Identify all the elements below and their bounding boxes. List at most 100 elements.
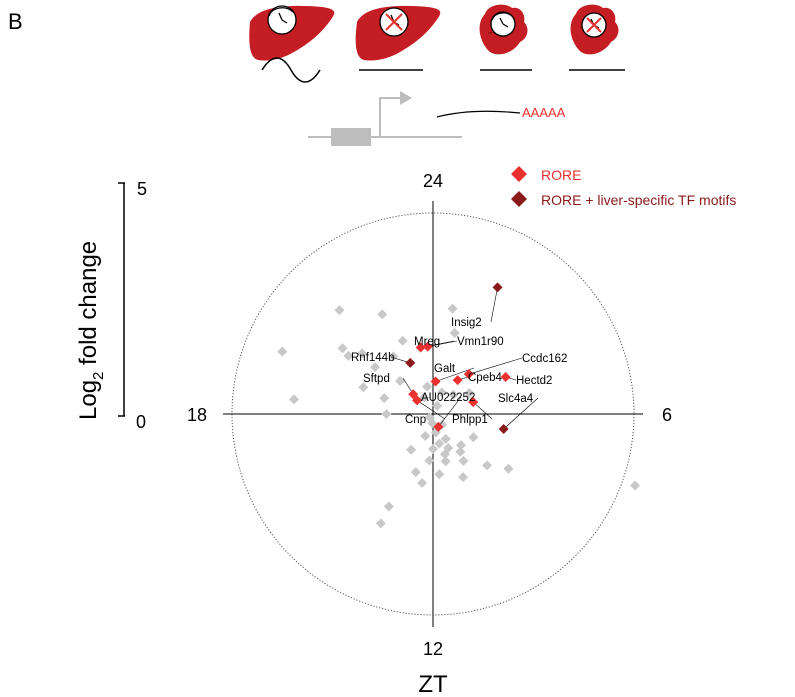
data-point-other-45 (443, 443, 454, 454)
radial-tick-min: 0 (136, 412, 146, 432)
data-point-other-39 (383, 501, 394, 512)
gene-label-phlpp1: Phlpp1 (452, 414, 488, 426)
leader-line-ccdc162 (468, 357, 523, 375)
data-point-vmn1r90 (422, 341, 433, 352)
data-point-cpeb4 (452, 375, 463, 386)
zt-tick-12: 12 (423, 639, 443, 659)
liver-clock-intact-icon (249, 5, 335, 61)
points-other-genes (277, 303, 641, 529)
gene-label-mreg: Mreg (414, 336, 440, 348)
data-point-other-9 (395, 376, 406, 387)
data-point-ccdc162 (463, 369, 474, 380)
panel-label: B (8, 9, 23, 34)
data-point-other-30 (456, 440, 467, 451)
gene-label-sftpd: Sftpd (363, 373, 390, 385)
data-point-other-15 (370, 362, 381, 373)
gene-label-galt: Galt (434, 363, 456, 375)
data-point-other-29 (428, 443, 438, 454)
radial-tick-max: 5 (137, 179, 147, 199)
data-point-other-18 (448, 389, 459, 400)
data-point-other-5 (337, 343, 348, 354)
gene-label-ccdc162: Ccdc162 (522, 353, 567, 365)
leader-line-insig2 (490, 287, 498, 323)
legend-marker-rore-liver (511, 191, 527, 207)
data-point-other-44 (468, 432, 479, 443)
radial-axis-label: Log2 fold change (75, 241, 107, 420)
leader-line-phlpp1 (473, 401, 493, 420)
rhythmic-sine-wave (261, 57, 321, 83)
leader-line-cnp (416, 400, 446, 420)
points-highlighted-genes (405, 282, 511, 435)
radial-scale-bar: 5 0 Log2 fold change (75, 179, 147, 432)
leader-line-slc4a4 (503, 397, 539, 430)
gene-label-hectd2: Hectd2 (516, 375, 552, 387)
gene-label-au022252: AU022252 (421, 392, 475, 404)
data-point-mreg (415, 342, 426, 353)
gene-label-insig2: Insig2 (451, 317, 482, 329)
data-point-other-17 (436, 387, 447, 398)
zt-tick-6: 6 (662, 405, 672, 425)
data-point-other-19 (464, 388, 475, 399)
data-point-other-28 (434, 438, 445, 449)
data-point-other-43 (424, 455, 435, 466)
data-point-other-14 (379, 393, 390, 404)
data-point-other-32 (458, 455, 469, 466)
data-point-other-41 (455, 446, 466, 457)
data-point-other-37 (410, 467, 421, 478)
brain-clock-deleted-icon (570, 4, 619, 55)
data-point-other-3 (277, 346, 288, 357)
data-point-other-35 (440, 456, 451, 467)
legend-label-rore-liver: RORE + liver-specific TF motifs (541, 192, 736, 208)
leader-line-galt (435, 367, 475, 382)
leader-line-au022252 (438, 396, 462, 428)
data-point-other-27 (440, 433, 451, 444)
data-point-other-13 (388, 351, 399, 362)
gene-label-rnf144b: Rnf144b (351, 352, 394, 364)
data-point-other-16 (422, 381, 433, 392)
gene-label-leader-lines (390, 287, 539, 430)
data-point-slc4a4 (498, 424, 509, 435)
legend-marker-rore (511, 166, 527, 182)
mrna-transcript (436, 110, 521, 118)
data-point-other-42 (406, 444, 417, 455)
data-point-other-10 (447, 303, 458, 314)
data-point-other-7 (358, 382, 369, 393)
data-point-other-2 (357, 348, 368, 359)
data-point-au022252 (433, 421, 444, 432)
data-point-other-0 (334, 305, 345, 316)
gene-label-cpeb4: Cpeb4 (468, 372, 502, 384)
data-point-hectd2 (500, 371, 511, 382)
gene-labels: Vmn1r90 Mreg Ccdc162 Cpeb4 Hectd2 Galt Sftpd AU… (351, 317, 567, 426)
data-point-other-47 (434, 469, 445, 480)
data-point-other-12 (397, 335, 408, 346)
data-point-galt (430, 376, 441, 387)
polya-tail-label: AAAAA (522, 105, 566, 120)
rore-element-box (331, 128, 371, 146)
transcription-start-arrow (379, 97, 402, 137)
zt-tick-24: 24 (423, 171, 443, 191)
data-point-other-38 (417, 478, 428, 489)
data-point-other-34 (482, 460, 493, 471)
data-point-other-33 (458, 472, 469, 483)
data-point-other-8 (377, 309, 388, 320)
data-point-other-11 (449, 327, 460, 338)
gene-label-cnp: Cnp (405, 414, 426, 426)
gene-label-slc4a4: Slc4a4 (498, 393, 534, 405)
data-point-phlpp1 (468, 397, 479, 408)
data-point-cnp (412, 395, 423, 406)
data-point-other-4 (288, 394, 299, 405)
leader-line-vmn1r90 (427, 340, 458, 347)
promoter-schematic: AAAAA (308, 91, 566, 146)
legend: RORE RORE + liver-specific TF motifs (511, 166, 736, 208)
data-point-other-46 (630, 480, 641, 491)
data-point-other-6 (381, 409, 392, 419)
data-point-other-40 (375, 518, 386, 529)
zt-tick-18: 18 (187, 405, 207, 425)
legend-label-rore: RORE (541, 167, 581, 183)
data-point-other-24 (420, 430, 431, 441)
gene-label-vmn1r90: Vmn1r90 (457, 336, 504, 348)
angular-axis-label: ZT (418, 671, 448, 697)
data-point-rnf144b (405, 357, 416, 368)
data-point-other-20 (432, 400, 443, 411)
